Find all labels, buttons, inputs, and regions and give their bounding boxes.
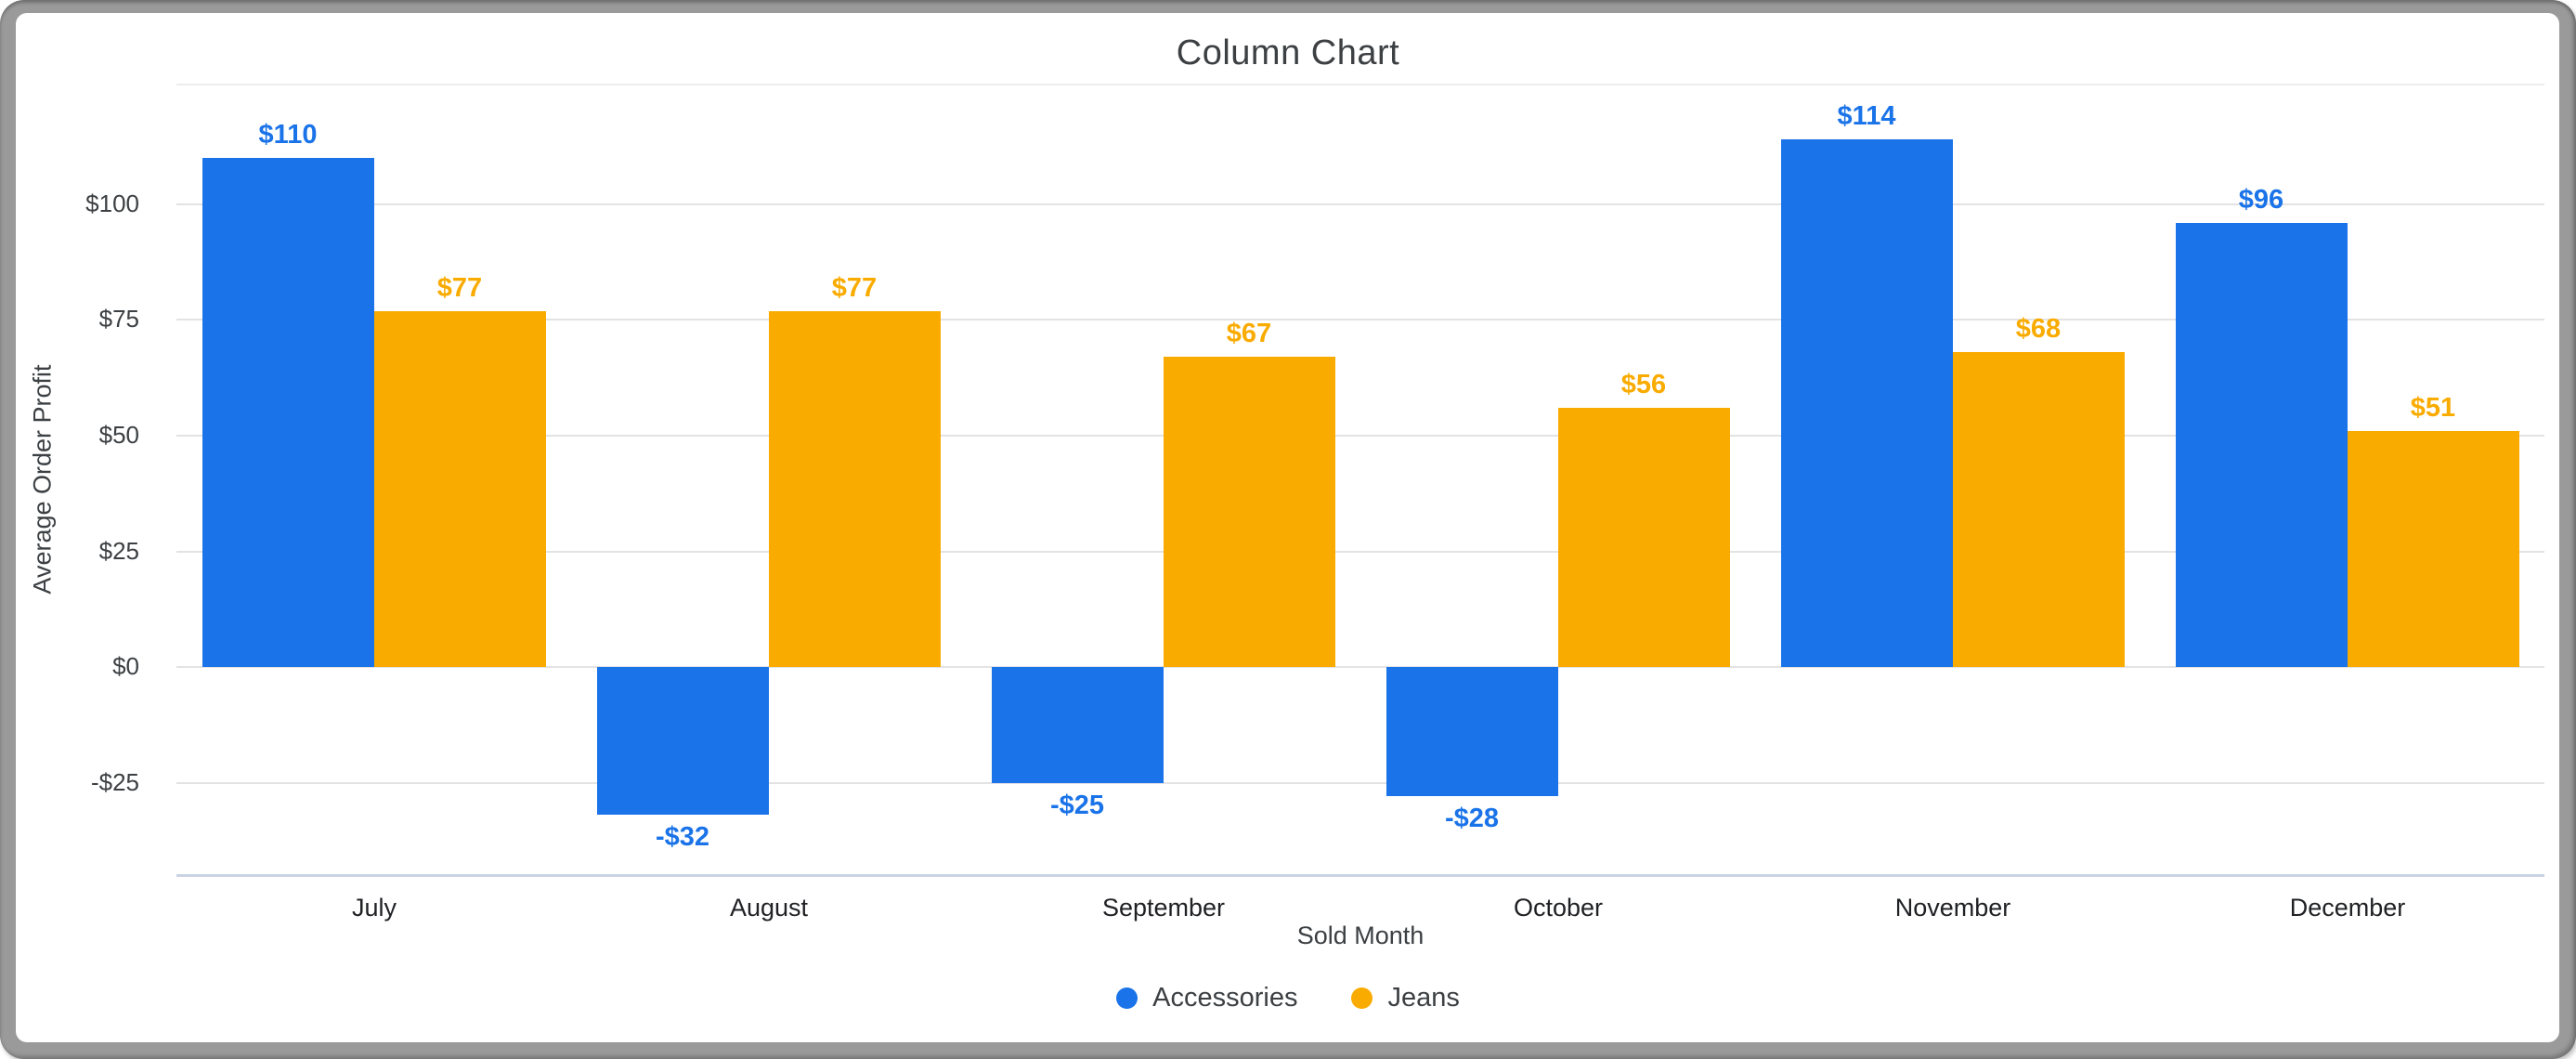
bar-accessories-november[interactable]	[1781, 139, 1953, 667]
bar-value-label: $96	[2238, 185, 2284, 215]
bar-jeans-september[interactable]	[1164, 357, 1335, 667]
y-tick-label: $25	[98, 537, 139, 565]
bar-value-label: $77	[831, 273, 878, 303]
gridline	[176, 551, 2544, 553]
bar-accessories-december[interactable]	[2176, 223, 2348, 667]
chart-title: Column Chart	[1176, 33, 1400, 72]
gridline	[176, 782, 2544, 784]
bar-value-label: $114	[1837, 101, 1896, 131]
gridline	[176, 203, 2544, 205]
bar-value-label: $68	[2015, 314, 2062, 344]
bar-accessories-august[interactable]	[597, 667, 769, 815]
bar-value-label: $51	[2410, 393, 2456, 423]
x-tick-label: December	[2289, 894, 2406, 922]
legend-label: Accessories	[1152, 982, 1298, 1013]
bar-jeans-july[interactable]	[374, 311, 546, 667]
gridline	[176, 319, 2544, 320]
y-tick-label: $50	[98, 421, 139, 449]
gridline	[176, 435, 2544, 437]
gridline	[176, 666, 2544, 668]
bar-jeans-october[interactable]	[1558, 408, 1730, 667]
y-tick-label: $0	[112, 652, 139, 680]
bar-jeans-august[interactable]	[769, 311, 941, 667]
x-tick-label: August	[729, 894, 809, 922]
bar-value-label: $67	[1226, 319, 1272, 348]
x-tick-label: November	[1894, 894, 2011, 922]
bar-value-label: $56	[1620, 370, 1667, 399]
y-tick-label: -$25	[90, 768, 139, 796]
bar-accessories-september[interactable]	[992, 667, 1164, 783]
bar-jeans-december[interactable]	[2348, 431, 2519, 667]
x-tick-label: July	[351, 894, 397, 922]
legend: Accessories Jeans	[0, 975, 2576, 1020]
legend-item-jeans[interactable]: Jeans	[1351, 982, 1460, 1013]
bar-accessories-july[interactable]	[202, 158, 374, 667]
x-tick-label: October	[1513, 894, 1604, 922]
y-tick-label: $75	[98, 305, 139, 333]
bar-value-label: -$28	[1444, 804, 1500, 833]
legend-swatch-icon	[1116, 987, 1138, 1009]
legend-swatch-icon	[1351, 987, 1373, 1009]
legend-item-accessories[interactable]: Accessories	[1116, 983, 1297, 1013]
legend-label: Jeans	[1387, 982, 1460, 1013]
bar-value-label: $110	[258, 120, 318, 150]
bar-accessories-october[interactable]	[1386, 667, 1558, 796]
bar-value-label: -$25	[1049, 791, 1105, 820]
plot-top-border	[176, 84, 2544, 85]
x-axis-line	[176, 874, 2544, 877]
bar-value-label: $77	[436, 273, 483, 303]
bar-value-label: -$32	[655, 822, 710, 852]
x-axis-title: Sold Month	[1296, 922, 1425, 949]
x-tick-label: September	[1101, 894, 1226, 922]
y-tick-label: $100	[85, 190, 139, 217]
bar-jeans-november[interactable]	[1953, 352, 2125, 667]
